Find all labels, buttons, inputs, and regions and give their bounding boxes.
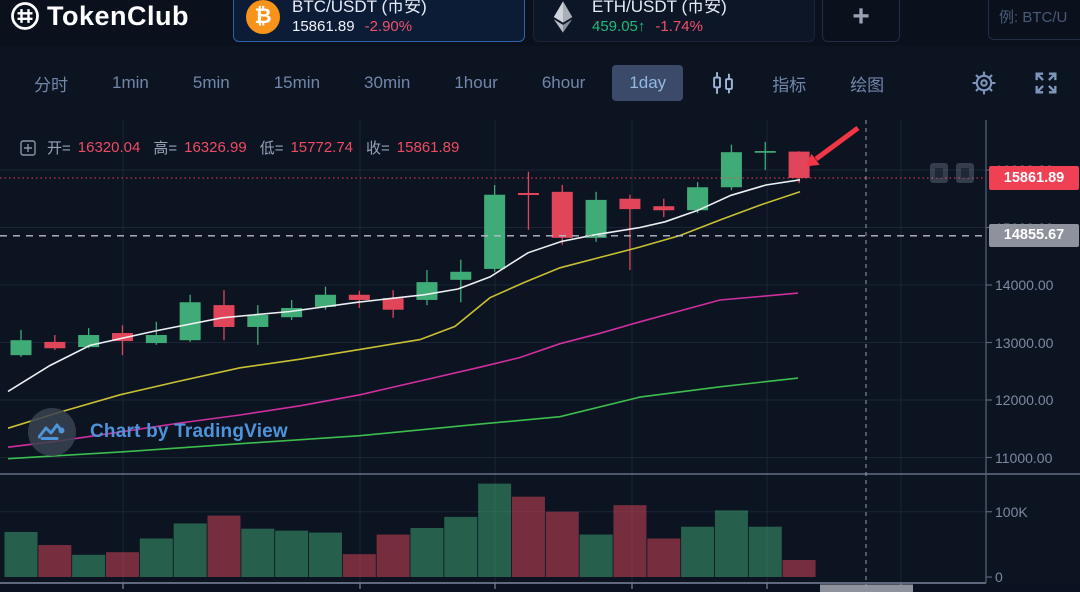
price-line-buttons — [930, 163, 974, 183]
crosshair-time-label — [820, 584, 913, 592]
pair-tab-ethusdt[interactable]: ETH/USDT (币安) 459.05↑ -1.74% — [533, 0, 815, 42]
ma-fast-white — [7, 179, 801, 393]
high-value: 16326.99 — [184, 139, 247, 156]
pair-market: (币安) — [381, 0, 427, 16]
volume-axis-label: 0 — [995, 569, 1003, 585]
price-axis-label: 13000.00 — [995, 334, 1054, 351]
candlestick-chart[interactable] — [0, 120, 1080, 592]
bitcoin-icon: ₿ — [246, 0, 280, 34]
pair-tab-btcusdt[interactable]: ₿ BTC/USDT (币安) 15861.89 -2.90% — [233, 0, 525, 42]
ma-slow-magenta — [7, 292, 799, 448]
search-input[interactable] — [988, 0, 1080, 40]
pair-change: -2.90% — [364, 18, 413, 35]
crosshair — [0, 120, 986, 592]
chart-area: 开= 16320.04 高= 16326.99 低= 15772.74 收= 1… — [0, 120, 1080, 592]
pair-market: (币安) — [681, 0, 727, 16]
high-label: 高= — [153, 140, 178, 157]
last-price-tag: 15861.89 — [989, 166, 1079, 190]
pair-symbol: ETH/USDT — [592, 0, 677, 16]
brand-name: TokenClub — [47, 0, 189, 31]
tradingview-logo-icon — [28, 408, 76, 456]
annotation-arrow — [806, 125, 860, 167]
ma-mid-yellow — [7, 191, 801, 429]
timeframe-30min[interactable]: 30min — [364, 73, 411, 92]
tradingview-watermark[interactable]: Chart by TradingView — [28, 408, 288, 456]
pair-change: -1.74% — [655, 18, 703, 35]
timeframe-1day[interactable]: 1day — [612, 65, 684, 101]
watermark-text: Chart by TradingView — [90, 421, 288, 442]
tokenclub-logo-icon — [10, 1, 40, 31]
pair-symbol: BTC/USDT — [292, 0, 377, 16]
header: TokenClub ₿ BTC/USDT (币安) 15861.89 -2.90… — [0, 0, 1080, 46]
price-axis-label: 12000.00 — [995, 392, 1054, 408]
ma-long-green — [7, 377, 799, 460]
timeframe-6hour[interactable]: 6hour — [541, 73, 586, 92]
ma-lines — [7, 179, 801, 460]
ohlc-legend: 开= 16320.04 高= 16326.99 低= 15772.74 收= 1… — [20, 137, 465, 158]
add-pair-button[interactable]: + — [822, 0, 900, 42]
ethereum-icon — [546, 0, 580, 34]
volume-bars — [4, 483, 816, 577]
drawing-button[interactable]: 绘图 — [850, 75, 885, 95]
brand-logo: TokenClub — [10, 0, 189, 34]
pane-frame — [0, 120, 1080, 592]
timeframe-1min[interactable]: 1min — [112, 73, 149, 92]
candle-style-icon[interactable] — [710, 70, 736, 96]
pair-price: 459.05↑ — [592, 18, 646, 35]
price-axis-label: 11000.00 — [995, 449, 1053, 466]
settings-gear-icon[interactable] — [970, 46, 998, 120]
volume-axis-label: 100K — [995, 503, 1028, 520]
open-label: 开= — [47, 140, 71, 157]
timeframe-15min[interactable]: 15min — [273, 73, 321, 92]
legend-grid-icon[interactable] — [20, 139, 36, 156]
chart-toolbar: 分时 1min 5min 15min 30min 1hour 6hour 1da… — [0, 46, 1080, 120]
pair-price: 15861.89 — [292, 18, 355, 35]
price-axis-label: 14000.00 — [995, 277, 1054, 293]
timeframe-1hour[interactable]: 1hour — [454, 73, 498, 92]
time-axis-ticks — [122, 583, 913, 592]
open-value: 16320.04 — [77, 139, 141, 156]
close-value: 15861.89 — [396, 139, 460, 156]
crosshair-price-tag: 14855.67 — [989, 224, 1079, 247]
low-label: 低= — [259, 140, 284, 157]
timeframe-intraday[interactable]: 分时 — [34, 75, 68, 95]
fullscreen-icon[interactable] — [1032, 46, 1060, 120]
candles-layer — [10, 141, 810, 357]
low-value: 15772.74 — [290, 139, 354, 156]
indicators-button[interactable]: 指标 — [772, 75, 807, 95]
timeframe-5min[interactable]: 5min — [192, 73, 230, 92]
close-label: 收= — [366, 140, 390, 157]
